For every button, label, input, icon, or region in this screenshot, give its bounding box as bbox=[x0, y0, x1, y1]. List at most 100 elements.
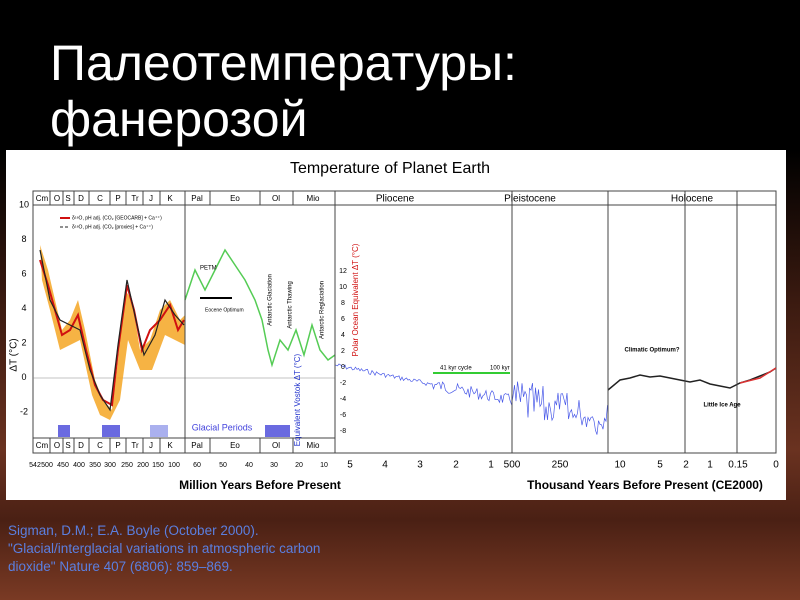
era-label: S bbox=[65, 194, 70, 203]
y2-tick-label: 8 bbox=[341, 300, 345, 307]
citation: "Glacial/interglacial variations in atmo… bbox=[8, 541, 321, 556]
era-label: Tr bbox=[131, 441, 139, 450]
y-tick-label: 6 bbox=[21, 268, 26, 278]
y2-tick-label: 2 bbox=[341, 348, 345, 355]
annotation: 100 kyr bbox=[490, 366, 510, 372]
x-tick-label: 100 bbox=[168, 462, 180, 469]
x-tick-label: 200 bbox=[137, 462, 149, 469]
slide-title: фанерозой bbox=[50, 91, 308, 147]
y2-tick-label: -6 bbox=[340, 412, 346, 419]
era-label: Pal bbox=[191, 194, 203, 203]
y2-tick-label: -2 bbox=[340, 380, 346, 387]
x-tick-label: 1 bbox=[488, 460, 494, 471]
x-tick-label: 0 bbox=[773, 460, 779, 471]
era-label: Pleistocene bbox=[504, 194, 556, 205]
x-tick-label: 500 bbox=[41, 462, 53, 469]
y-tick-label: 8 bbox=[21, 234, 26, 244]
figure: Temperature of Planet Earth δ¹⁸O, pH adj… bbox=[6, 150, 786, 500]
annotation: Eocene Optimum bbox=[205, 307, 244, 313]
y2-tick-label: -8 bbox=[340, 428, 346, 435]
annotation: Antarctic Thawing bbox=[288, 281, 294, 329]
era-label: D bbox=[78, 441, 84, 450]
y2-tick-label: 12 bbox=[339, 268, 347, 275]
annotation: Antarctic Glaciation bbox=[268, 274, 274, 326]
curve-blue bbox=[334, 363, 608, 435]
y2-tick-label: 6 bbox=[341, 316, 345, 323]
era-label: Tr bbox=[131, 194, 139, 203]
citation: dioxide" Nature 407 (6806): 859–869. bbox=[8, 559, 233, 574]
era-label: Eo bbox=[230, 441, 240, 450]
x-tick-label: 60 bbox=[193, 462, 201, 469]
x-tick-label: 1 bbox=[707, 460, 713, 471]
x-tick-label: 150 bbox=[152, 462, 164, 469]
y-tick-label: 2 bbox=[21, 337, 26, 347]
x-tick-label: 400 bbox=[73, 462, 85, 469]
annotation: Little Ice Age bbox=[703, 403, 741, 409]
era-label: P bbox=[115, 441, 120, 450]
era-label: Ol bbox=[272, 194, 280, 203]
legend-text: δ¹⁸O, pH adj. (CO₂ [proxies] + Ca⁺⁺) bbox=[72, 224, 153, 230]
x-tick-label: 10 bbox=[614, 460, 626, 471]
x-tick-label: 542 bbox=[29, 462, 41, 469]
y-tick-label: 10 bbox=[19, 199, 29, 209]
era-label: O bbox=[54, 441, 60, 450]
era-label: Cm bbox=[36, 194, 49, 203]
y-axis-label: ΔT (°C) bbox=[9, 338, 20, 371]
y-tick-label: -2 bbox=[20, 406, 28, 416]
annotation: Polar Ocean Equivalent ΔT (°C) bbox=[351, 243, 360, 356]
x-tick-label: 2 bbox=[683, 460, 689, 471]
era-label: K bbox=[167, 194, 173, 203]
era-label: Holocene bbox=[671, 194, 714, 205]
era-label: S bbox=[65, 441, 70, 450]
era-label: Ol bbox=[272, 441, 280, 450]
annotation: Climatic Optimum? bbox=[624, 348, 679, 354]
annotation: 41 kyr cycle bbox=[440, 366, 472, 372]
era-label: C bbox=[97, 441, 103, 450]
era-label: Mio bbox=[307, 194, 320, 203]
x-tick-label: 20 bbox=[295, 462, 303, 469]
annotation: Antarctic Reglaciation bbox=[320, 281, 326, 339]
y-tick-label: 0 bbox=[21, 372, 26, 382]
era-label: Cm bbox=[36, 441, 49, 450]
era-label: P bbox=[115, 194, 120, 203]
x-tick-label: 50 bbox=[219, 462, 227, 469]
x-axis-label: Thousand Years Before Present (CE2000) bbox=[527, 478, 763, 492]
x-tick-label: 500 bbox=[504, 460, 521, 471]
era-label: D bbox=[78, 194, 84, 203]
x-tick-label: 300 bbox=[104, 462, 116, 469]
x-tick-label: 30 bbox=[270, 462, 278, 469]
era-label: J bbox=[149, 194, 153, 203]
x-tick-label: 5 bbox=[657, 460, 663, 471]
x-tick-label: 250 bbox=[552, 460, 569, 471]
era-label: Mio bbox=[307, 441, 320, 450]
era-label: O bbox=[54, 194, 60, 203]
y-tick-label: 4 bbox=[21, 303, 26, 313]
x-tick-label: 10 bbox=[320, 462, 328, 469]
x-tick-label: 0.15 bbox=[728, 460, 748, 471]
annotation: Glacial Periods bbox=[192, 422, 253, 432]
figure-title: Temperature of Planet Earth bbox=[290, 160, 490, 177]
y2-tick-label: 4 bbox=[341, 332, 345, 339]
era-label: K bbox=[167, 441, 173, 450]
citation: Sigman, D.M.; E.A. Boyle (October 2000). bbox=[8, 523, 259, 538]
y2-tick-label: -4 bbox=[340, 396, 346, 403]
x-tick-label: 3 bbox=[417, 460, 423, 471]
frame bbox=[32, 190, 777, 454]
curve-recent bbox=[739, 367, 777, 384]
legend-text: δ¹⁸O, pH adj. (CO₂ [GEOCARB] + Ca⁺⁺) bbox=[72, 215, 162, 221]
slide-title: Палеотемпературы: bbox=[50, 35, 517, 91]
x-axis-label: Million Years Before Present bbox=[179, 478, 341, 492]
x-tick-label: 40 bbox=[245, 462, 253, 469]
x-tick-label: 250 bbox=[121, 462, 133, 469]
x-tick-label: 2 bbox=[453, 460, 459, 471]
x-tick-label: 450 bbox=[57, 462, 69, 469]
curve-green bbox=[184, 248, 336, 368]
y2-tick-label: 0 bbox=[341, 364, 345, 371]
era-label: Pal bbox=[191, 441, 203, 450]
era-label: C bbox=[97, 194, 103, 203]
y2-tick-label: 10 bbox=[339, 284, 347, 291]
annotation: PETM bbox=[200, 266, 217, 272]
x-tick-label: 5 bbox=[347, 460, 353, 471]
curve-red bbox=[39, 259, 185, 407]
